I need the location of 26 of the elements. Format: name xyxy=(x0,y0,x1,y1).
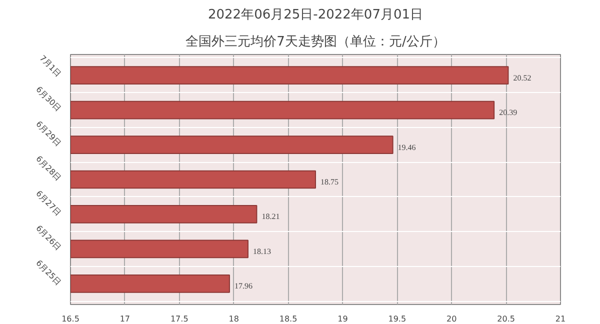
y-tick-label: 6月25日 xyxy=(34,258,63,287)
chart-title: 2022年06月25日-2022年07月01日 xyxy=(208,8,424,22)
x-tick-label: 17 xyxy=(120,314,130,324)
x-tick-label: 20.5 xyxy=(497,314,515,324)
y-tick-label: 6月26日 xyxy=(34,224,63,252)
data-label: 19.46 xyxy=(398,142,416,152)
chart-subtitle: 全国外三元均价7天走势图（单位：元/公斤） xyxy=(186,34,446,50)
data-label: 18.75 xyxy=(320,178,338,186)
y-tick-label: 6月29日 xyxy=(34,119,63,148)
x-tick-label: 16.5 xyxy=(62,314,80,324)
y-tick-label: 6月28日 xyxy=(34,154,63,183)
y-tick-label: 6月27日 xyxy=(34,188,63,218)
data-label: 18.21 xyxy=(262,212,280,222)
x-tick-label: 18 xyxy=(228,314,239,324)
x-tick-label: 20 xyxy=(446,314,457,324)
x-tick-label: 21 xyxy=(555,314,566,324)
y-tick-label: 6月30日 xyxy=(34,84,63,114)
data-label: 17.96 xyxy=(234,282,252,291)
data-label: 20.39 xyxy=(499,108,518,118)
y-tick-label: 7月1日 xyxy=(38,54,63,79)
x-tick-label: 17.5 xyxy=(170,314,188,324)
data-label: 20.52 xyxy=(513,73,532,82)
data-label: 18.13 xyxy=(252,246,271,256)
x-tick-label: 18.5 xyxy=(279,314,298,324)
x-tick-label: 19.5 xyxy=(388,314,406,324)
x-tick-label: 19 xyxy=(338,314,348,324)
